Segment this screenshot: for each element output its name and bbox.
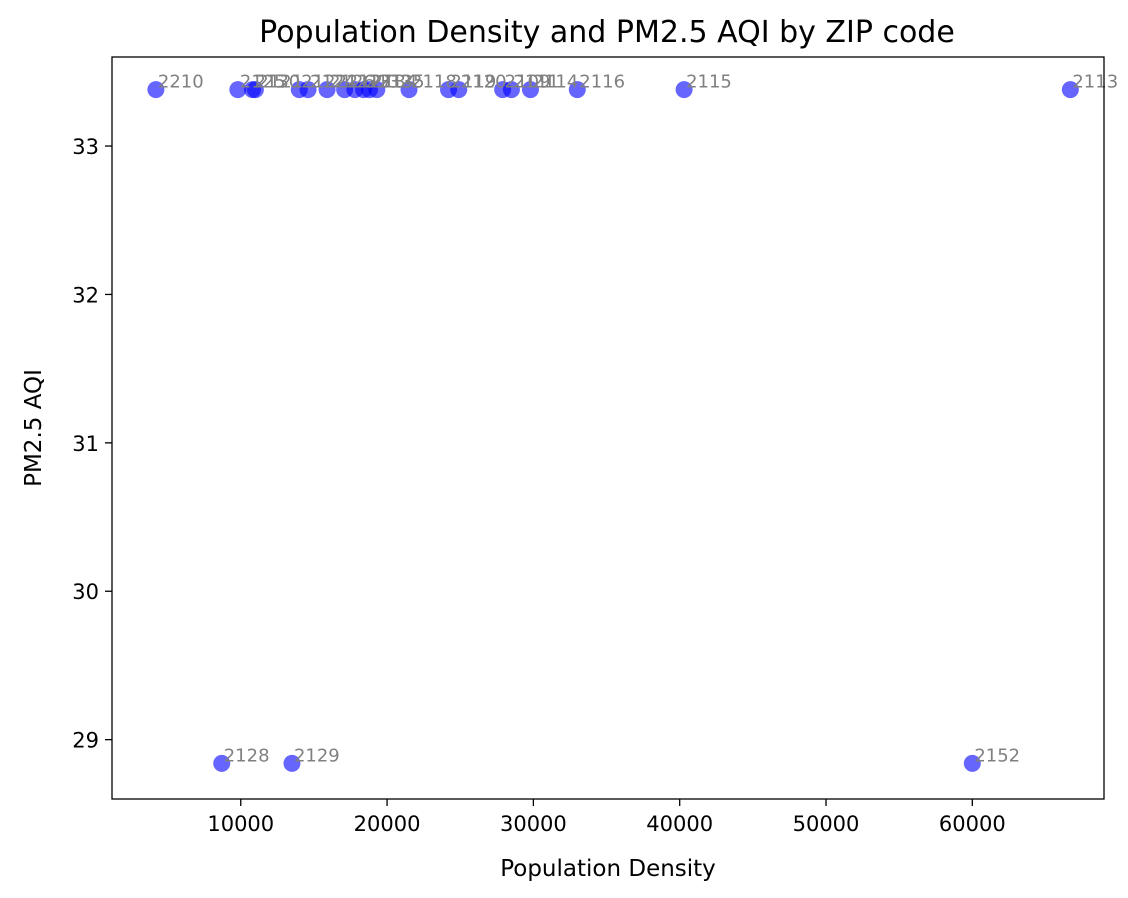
point-label: 2114	[532, 72, 578, 93]
point-label: 2111	[513, 72, 559, 93]
plot-area-frame	[111, 56, 1105, 800]
y-tick-label: 31	[72, 432, 99, 456]
point-label: 2152	[974, 745, 1020, 766]
data-point	[450, 81, 468, 99]
y-tick-label: 30	[72, 580, 99, 604]
point-label: 2128	[224, 745, 270, 766]
chart-title: Population Density and PM2.5 AQI by ZIP …	[259, 15, 955, 50]
points-layer	[147, 81, 1079, 772]
point-label: 2109	[505, 72, 551, 93]
point-label: 2118	[411, 72, 457, 93]
point-label: 2119	[451, 72, 497, 93]
point-label: 2129	[294, 745, 340, 766]
data-point	[568, 81, 586, 99]
data-point	[318, 81, 336, 99]
y-tick-label: 33	[72, 135, 99, 159]
data-point	[963, 754, 981, 772]
x-tick-label: 60000	[939, 812, 1006, 836]
point-label: 2210	[158, 72, 204, 93]
point-label: 2115	[686, 72, 732, 93]
x-tick-label: 20000	[354, 812, 421, 836]
data-point	[368, 81, 386, 99]
x-tick-label: 50000	[793, 812, 860, 836]
point-label: 2132	[366, 72, 412, 93]
data-point	[675, 81, 693, 99]
point-label: 2120	[461, 72, 507, 93]
point-labels-layer: 2210 212521302121212221242126212721312132…	[158, 72, 1118, 767]
point-label: 2130	[254, 72, 300, 93]
point-label: 2125	[240, 72, 286, 93]
point-label: 2126	[329, 72, 375, 93]
data-point	[502, 81, 520, 99]
y-tick-label: 29	[72, 729, 99, 753]
point-label: 2122	[301, 72, 347, 93]
data-point	[246, 81, 264, 99]
y-axis-label: PM2.5 AQI	[21, 369, 47, 487]
data-point	[147, 81, 165, 99]
data-point	[521, 81, 539, 99]
data-point	[1061, 81, 1079, 99]
point-label: 2124	[310, 72, 356, 93]
data-point	[213, 754, 231, 772]
x-tick-label: 30000	[500, 812, 567, 836]
point-label: 2127	[347, 72, 393, 93]
data-point	[283, 754, 301, 772]
data-point	[299, 81, 317, 99]
point-label: 2121	[257, 72, 303, 93]
data-point	[229, 81, 247, 99]
point-label: 2134	[372, 72, 418, 93]
data-point	[400, 81, 418, 99]
point-label: 2113	[1072, 72, 1118, 93]
point-label: 2116	[579, 72, 625, 93]
x-tick-label: 40000	[646, 812, 713, 836]
x-tick-label: 10000	[207, 812, 274, 836]
y-tick-label: 32	[72, 283, 99, 307]
x-axis-label: Population Density	[500, 856, 716, 882]
point-label: 2131	[357, 72, 403, 93]
axis-ticks-layer: 10000 20000 30000 40000 50000 60000 29 30 31 32 33	[72, 135, 1005, 836]
point-label: 2135	[379, 72, 425, 93]
